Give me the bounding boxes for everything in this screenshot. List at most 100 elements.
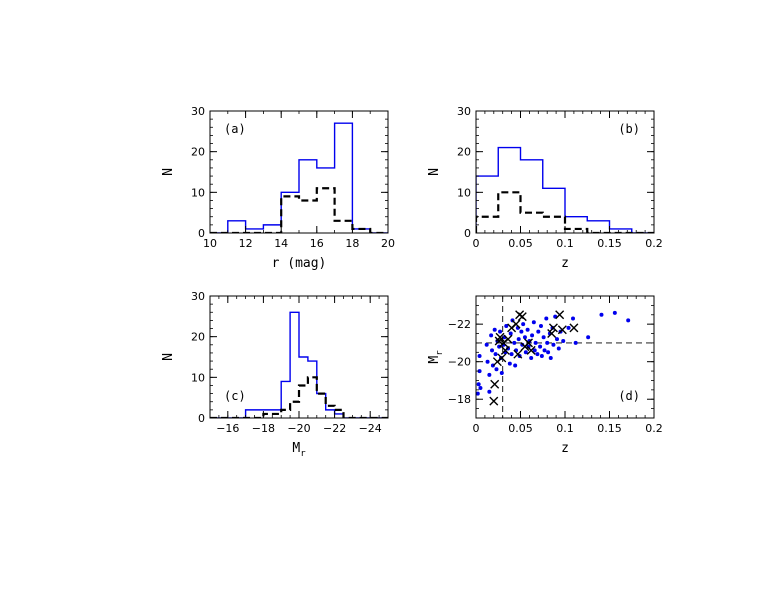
x-tick-label: 0.15 xyxy=(597,237,622,250)
scatter-point xyxy=(519,329,524,334)
scatter-point xyxy=(485,359,490,364)
x-tick-label: 0.05 xyxy=(508,237,533,250)
x-tick-label: 16 xyxy=(310,237,324,250)
scatter-point xyxy=(476,391,480,396)
x-tick-label: 0.15 xyxy=(597,422,622,435)
scatter-point xyxy=(504,324,509,329)
scatter-cross xyxy=(555,310,565,320)
scatter-point xyxy=(599,312,604,317)
histogram-subset xyxy=(476,191,654,233)
scatter-point xyxy=(536,329,541,334)
panel-d-plot-area xyxy=(476,296,654,418)
scatter-point xyxy=(490,348,495,353)
scatter-point xyxy=(489,333,494,338)
scatter-point xyxy=(493,352,498,357)
histogram-all xyxy=(210,311,388,418)
scatter-point xyxy=(533,340,538,345)
x-tick-label: 0.1 xyxy=(556,237,574,250)
x-tick-label: 0.1 xyxy=(556,422,574,435)
scatter-point xyxy=(499,370,504,375)
x-tick-label: 0 xyxy=(473,422,480,435)
scatter-point xyxy=(507,361,512,366)
scatter-point xyxy=(551,342,556,347)
panel-label: (c) xyxy=(224,389,246,403)
y-tick-label: 0 xyxy=(198,227,205,240)
scatter-cross xyxy=(495,332,505,342)
scatter-cross xyxy=(548,323,558,333)
scatter-cross xyxy=(547,329,557,339)
panel-a-plot-area xyxy=(210,122,388,233)
y-axis-label-subscript: r xyxy=(435,350,445,356)
y-axis-label: N xyxy=(427,168,442,176)
y-tick-label: 10 xyxy=(191,186,205,199)
scatter-cross xyxy=(503,334,513,344)
scatter-point xyxy=(539,354,544,359)
scatter-point xyxy=(535,352,540,357)
scatter-point xyxy=(478,385,483,390)
scatter-point xyxy=(523,350,528,355)
panel-label: (d) xyxy=(618,389,640,403)
scatter-point xyxy=(530,333,535,338)
y-tick-label: 10 xyxy=(457,186,471,199)
x-tick-label: 14 xyxy=(274,237,288,250)
y-tick-label: 0 xyxy=(198,412,205,425)
scatter-point xyxy=(626,318,631,323)
scatter-point xyxy=(529,355,534,360)
scatter-point xyxy=(477,369,482,374)
scatter-point xyxy=(509,352,514,357)
x-tick-label: 0 xyxy=(473,237,480,250)
y-tick-label: −22 xyxy=(448,318,471,331)
scatter-point xyxy=(538,344,543,349)
scatter-point xyxy=(498,329,503,334)
panel-d: 0 0.05 0.1 0.15 0.2 −18 −20 −22 (d) z Mr xyxy=(427,295,663,456)
y-axis-label: N xyxy=(161,353,176,361)
y-tick-label: −20 xyxy=(448,356,471,369)
scatter-cross xyxy=(569,323,579,333)
x-tick-label: −16 xyxy=(216,422,239,435)
scatter-cross xyxy=(500,345,510,355)
scatter-point xyxy=(508,331,513,336)
scatter-point xyxy=(538,324,543,329)
scatter-point xyxy=(548,355,553,360)
x-tick-label: 0.05 xyxy=(508,422,533,435)
panel-c: −16 −18 −20 −22 −24 0 10 20 30 (c) Mr N xyxy=(161,290,389,459)
x-tick-label: −22 xyxy=(323,422,346,435)
scatter-point xyxy=(516,337,521,342)
y-tick-label: −18 xyxy=(448,393,471,406)
x-tick-label: 10 xyxy=(203,237,217,250)
scatter-point xyxy=(513,363,518,368)
scatter-point xyxy=(542,348,547,353)
plot-frame xyxy=(475,110,655,234)
scatter-point xyxy=(487,389,492,394)
scatter-point xyxy=(521,322,526,327)
y-axis-label: N xyxy=(161,168,176,176)
scatter-point xyxy=(532,348,537,353)
y-tick-label: 20 xyxy=(191,331,205,344)
x-axis-label: z xyxy=(561,441,569,456)
panel-b: 0 0.05 0.1 0.15 0.2 0 10 20 30 (b) z N xyxy=(427,105,663,271)
scatter-point xyxy=(554,337,559,342)
plot-frame xyxy=(209,295,389,419)
panel-label: (a) xyxy=(224,122,246,136)
scatter-cross xyxy=(517,312,527,322)
scatter-point xyxy=(477,354,482,359)
scatter-point xyxy=(494,367,499,372)
scatter-cross xyxy=(490,379,500,389)
x-axis-label: Mr xyxy=(292,441,306,459)
scatter-point xyxy=(571,316,576,321)
scatter-cross xyxy=(497,353,507,363)
histogram-all xyxy=(476,146,654,233)
scatter-point xyxy=(492,327,497,332)
scatter-point xyxy=(586,335,591,340)
scatter-cross xyxy=(524,338,534,348)
scatter-point xyxy=(546,350,551,355)
plot-frame xyxy=(209,110,389,234)
x-tick-label: 12 xyxy=(239,237,253,250)
plot-frame xyxy=(475,295,655,419)
scatter-point xyxy=(476,382,481,387)
scatter-cross xyxy=(489,396,499,406)
scatter-point xyxy=(484,342,489,347)
scatter-point xyxy=(544,316,549,321)
panel-label: (b) xyxy=(618,122,640,136)
